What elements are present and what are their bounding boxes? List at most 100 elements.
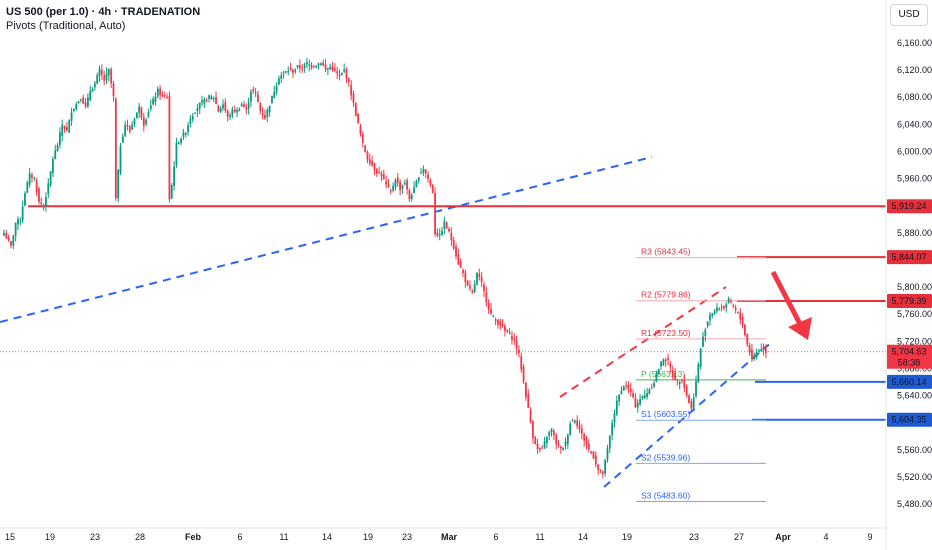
candle-body (28, 173, 31, 185)
candle-body (487, 302, 490, 310)
candle-body (340, 72, 343, 75)
candle-body (189, 118, 192, 125)
candle-body (494, 319, 497, 321)
chart-header: US 500 (per 1.0) · 4h · TRADENATION Pivo… (6, 5, 200, 33)
candle-body (632, 393, 634, 397)
candle-body (604, 459, 607, 474)
candle-body (312, 66, 315, 68)
candle-body (19, 220, 22, 222)
last-price-label: 5,704.63 (891, 347, 926, 357)
candle-body (688, 395, 690, 404)
y-tick-label: 5,800.00 (897, 282, 932, 292)
candle-body (292, 70, 294, 73)
candle-body (431, 184, 434, 194)
channel-upper (559, 286, 727, 398)
candle-body (571, 420, 574, 422)
candle-body (585, 437, 588, 445)
candle-body (175, 142, 178, 166)
x-tick-label: 23 (689, 532, 699, 542)
key-level-label: 5,660.14 (891, 377, 926, 387)
candle-body (350, 85, 353, 96)
candle-body (203, 98, 206, 105)
candle-body (515, 340, 518, 350)
candle-body (559, 446, 562, 449)
candle-body (319, 63, 322, 66)
x-tick-label: 19 (622, 532, 632, 542)
candle-body (727, 298, 730, 303)
last-price-label-bg (887, 344, 932, 369)
candle-body (271, 95, 273, 104)
candle-body (98, 68, 101, 77)
candle-body (33, 177, 36, 179)
indicator-title[interactable]: Pivots (Traditional, Auto) (6, 20, 126, 32)
candle-body (667, 357, 669, 360)
candle-body (760, 348, 763, 352)
candle-body (229, 115, 231, 118)
candle-body (445, 222, 448, 229)
candle-body (73, 108, 75, 111)
candle-body (10, 241, 12, 246)
candle-body (676, 379, 679, 381)
candle-body (636, 403, 639, 408)
candle-body (613, 413, 616, 423)
x-tick-label: 19 (45, 532, 55, 542)
key-level-label-bg (887, 294, 932, 309)
candle-body (490, 308, 492, 314)
candle-body (753, 354, 756, 358)
candle-body (331, 66, 334, 71)
candle-body (126, 125, 129, 127)
x-tick-label: 28 (135, 532, 145, 542)
currency-button[interactable]: USD (890, 4, 928, 26)
candle-body (117, 169, 120, 199)
candle-body (550, 428, 553, 432)
candle-body (508, 332, 511, 334)
candle-body (333, 68, 336, 71)
candle-body (709, 314, 711, 321)
x-tick-label: 4 (823, 532, 828, 542)
candle-body (746, 334, 749, 345)
candle-body (716, 307, 718, 312)
candle-body (128, 126, 131, 132)
candle-body (692, 397, 695, 408)
candle-body (352, 93, 355, 103)
candle-body (681, 379, 683, 381)
pivot-label-r3: R3 (5843.45) (641, 247, 691, 257)
candle-body (287, 70, 290, 72)
candle-body (261, 112, 264, 116)
candle-body (599, 469, 602, 471)
candle-body (678, 382, 681, 384)
candle-body (466, 280, 469, 286)
candle-body (492, 315, 495, 317)
candle-body (597, 464, 600, 471)
candle-body (161, 94, 164, 97)
candle-body (35, 180, 38, 193)
key-level-label: 5,604.35 (891, 415, 926, 425)
x-tick-label: 14 (322, 532, 332, 542)
candle-body (569, 423, 572, 435)
candle-body (462, 269, 464, 274)
candle-body (592, 451, 595, 459)
candle-body (378, 172, 381, 174)
candle-body (648, 389, 651, 395)
candle-body (329, 66, 332, 70)
candle-body (82, 97, 85, 104)
candle-body (54, 150, 57, 160)
candle-body (555, 434, 558, 444)
candle-body (364, 145, 367, 153)
candle-body (114, 99, 117, 199)
candle-body (720, 306, 723, 308)
candle-body (107, 68, 110, 76)
candle-body (653, 383, 655, 387)
candle-body (755, 351, 758, 357)
candle-body (590, 451, 593, 454)
key-level-label-bg (887, 374, 932, 389)
candle-body (212, 97, 215, 100)
down-arrow-head (788, 317, 812, 340)
candle-body (259, 102, 262, 112)
x-tick-label: 6 (237, 532, 242, 542)
candle-body (142, 117, 145, 127)
x-tick-label: 11 (535, 532, 544, 542)
candle-body (156, 88, 159, 97)
y-tick-label: 5,760.00 (897, 309, 932, 319)
